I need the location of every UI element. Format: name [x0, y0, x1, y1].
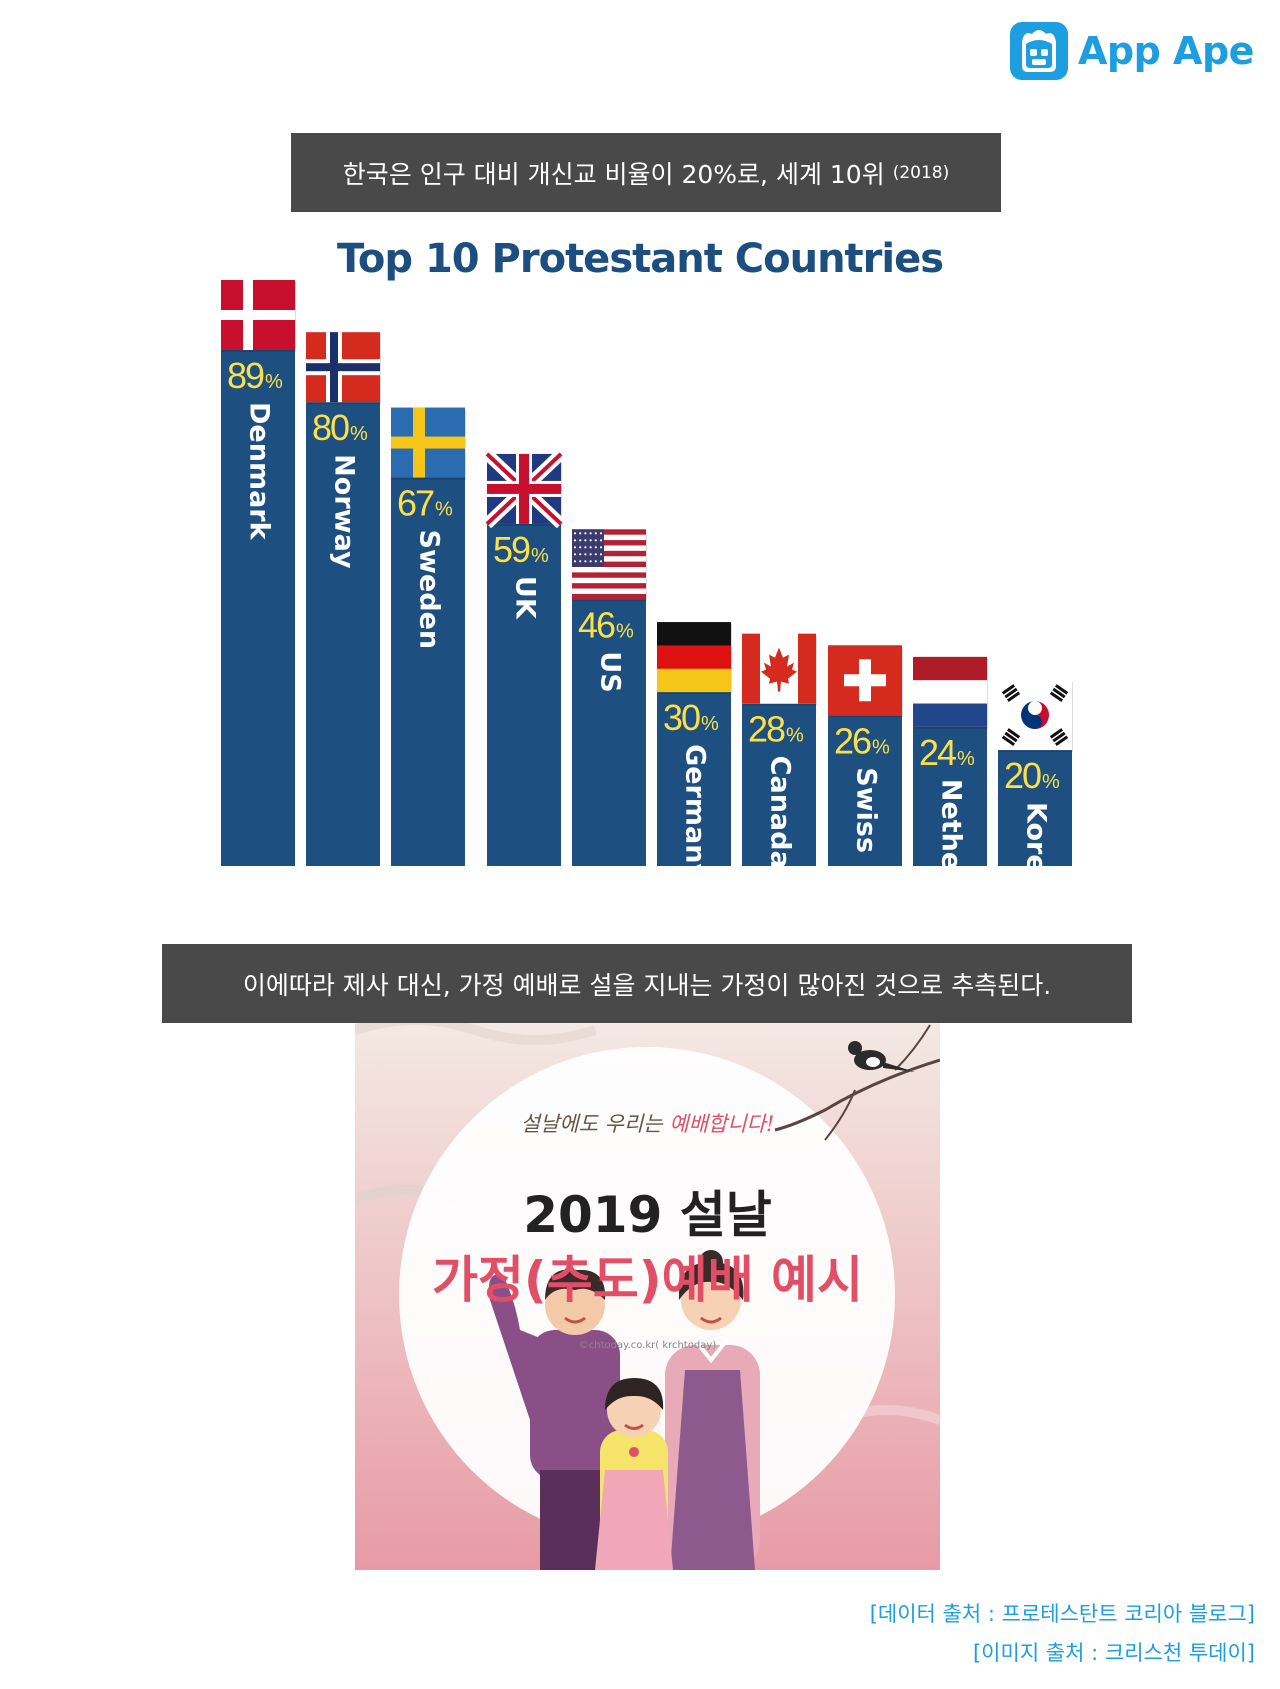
image-source: [이미지 출처 : 크리스천 투데이]: [972, 1641, 1255, 1665]
category-label-swiss: Swiss: [851, 767, 882, 853]
seollal-worship-poster: 설날에도 우리는 예배합니다! 2019 설날 가정(추도)예배 예시 ©cht…: [355, 1000, 940, 1570]
swiss-flag-icon: [828, 645, 903, 718]
value-label-norway: 80%: [312, 407, 368, 448]
canada-flag-icon: [742, 633, 817, 706]
value-label-denmark: 89%: [227, 355, 283, 396]
uk-flag-icon: [482, 449, 566, 529]
logo-text: App Ape: [1078, 29, 1254, 73]
category-label-korea: Korea: [1021, 802, 1052, 891]
bar-group-sweden: 67 % Sweden: [391, 407, 466, 866]
poster-tagline: 설날에도 우리는 예배합니다!: [355, 1108, 940, 1138]
bar-us: [572, 599, 646, 866]
poster-illustration: [355, 1000, 940, 1570]
category-label-us: US: [595, 651, 626, 692]
poster-tagline-highlight: 예배합니다!: [669, 1112, 775, 1136]
bar-group-germany: 30 % Germany: [657, 622, 732, 881]
value-label-netherlands: 24%: [919, 732, 975, 773]
ape-face-icon: [1010, 22, 1068, 80]
value-label-germany: 30%: [663, 697, 719, 738]
sweden-flag-icon: [391, 407, 466, 480]
bar-group-swiss: 26 % Swiss: [828, 645, 903, 866]
category-label-uk: UK: [510, 576, 541, 620]
caption-top: 한국은 인구 대비 개신교 비율이 20%로, 세계 10위 (2018): [291, 133, 1001, 212]
germany-flag-icon: [657, 622, 732, 695]
app-ape-logo: App Ape: [1010, 22, 1254, 80]
poster-title-line1: 2019 설날: [523, 1186, 772, 1244]
poster-tagline-text: 설날에도 우리는: [520, 1112, 670, 1136]
denmark-flag-icon: [221, 280, 296, 352]
category-label-germany: Germany: [680, 744, 711, 881]
poster-credit: ©chtoday.co.kr( krchtoday): [578, 1340, 717, 1351]
bar-group-uk: 59 % UK: [482, 449, 566, 866]
bar-group-norway: 80 % Norway: [306, 332, 381, 866]
value-label-korea: 20%: [1004, 755, 1060, 796]
bar-denmark: [221, 350, 295, 866]
category-label-sweden: Sweden: [414, 530, 445, 650]
bar-group-korea: 20 % Korea: [998, 680, 1073, 891]
bar-group-denmark: 89 % Denmark: [221, 280, 296, 866]
bar-uk: [487, 523, 561, 866]
us-flag-icon: [572, 529, 647, 602]
protestant-bar-chart: 89 % Denmark 80 % Norway 67 % Sweden 59 % UK 46 % US 30…: [221, 280, 1073, 900]
caption-bottom-text: 이에따라 제사 대신, 가정 예배로 설을 지내는 가정이 많아진 것으로 추측…: [242, 970, 1052, 1000]
value-label-us: 46%: [578, 604, 634, 645]
value-label-uk: 59%: [493, 529, 549, 570]
category-label-denmark: Denmark: [244, 402, 275, 541]
value-label-canada: 28%: [748, 709, 804, 750]
data-source: [데이터 출처 : 프로테스탄트 코리아 블로그]: [869, 1602, 1255, 1626]
poster-title-line2: 가정(추도)예배 예시: [431, 1251, 864, 1309]
bar-swiss: [828, 715, 902, 866]
bar-germany: [657, 692, 731, 866]
bar-korea: [998, 750, 1072, 866]
value-label-sweden: 67%: [397, 483, 453, 524]
bar-canada: [742, 703, 816, 866]
norway-flag-icon: [306, 332, 381, 405]
chart-title: Top 10 Protestant Countries: [336, 236, 944, 282]
bar-norway: [306, 402, 380, 866]
korea-flag-icon: [998, 680, 1073, 753]
bar-netherlands: [913, 726, 987, 866]
bar-group-canada: 28 % Canada: [742, 633, 817, 869]
netherlands-flag-icon: [913, 656, 988, 729]
category-label-norway: Norway: [329, 454, 360, 569]
bar-group-netherlands: 24 % Netherlands: [913, 656, 988, 900]
category-label-netherlands: Netherlands: [936, 779, 967, 900]
value-label-swiss: 26%: [834, 720, 890, 761]
caption-top-year: (2018): [892, 162, 950, 183]
caption-top-text: 한국은 인구 대비 개신교 비율이 20%로, 세계 10위: [342, 159, 885, 189]
bar-group-us: 46 % US: [572, 529, 647, 866]
category-label-canada: Canada: [765, 756, 796, 869]
bar-sweden: [391, 477, 465, 866]
caption-bottom: 이에따라 제사 대신, 가정 예배로 설을 지내는 가정이 많아진 것으로 추측…: [162, 944, 1132, 1023]
